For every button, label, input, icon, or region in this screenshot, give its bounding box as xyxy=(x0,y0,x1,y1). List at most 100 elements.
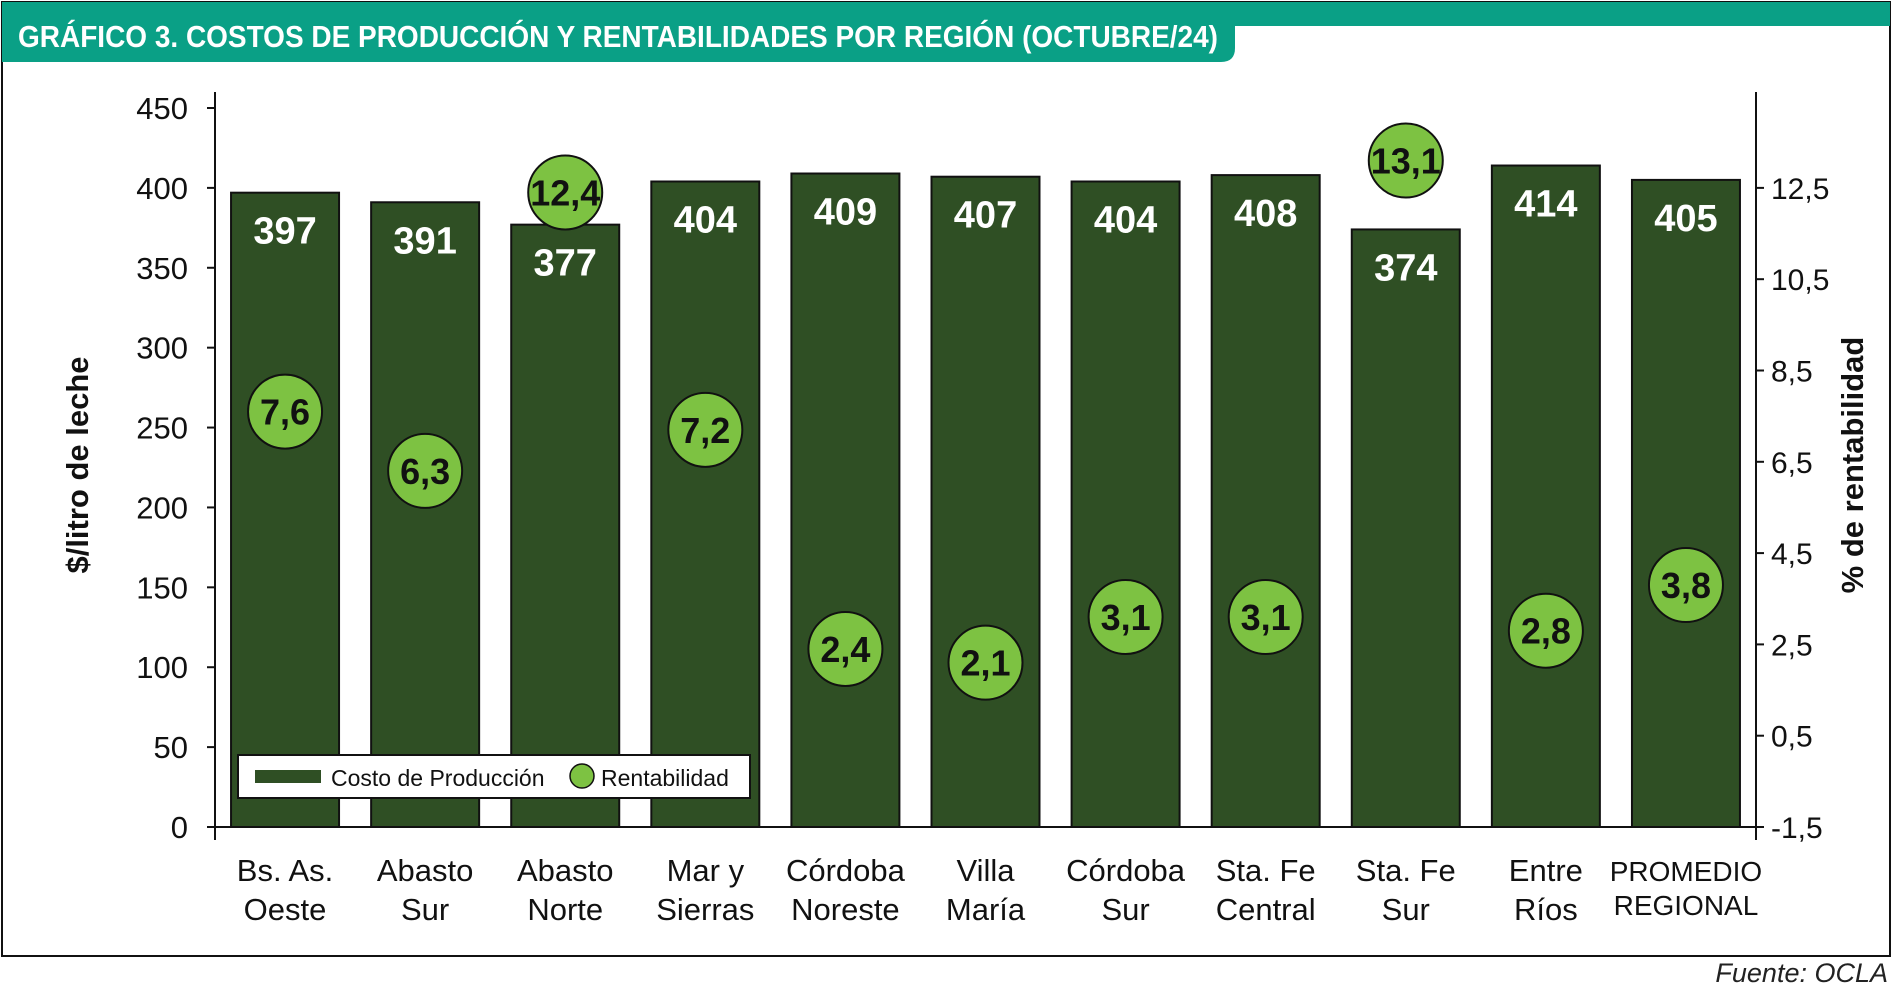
rentabilidad-bubble xyxy=(1227,579,1304,656)
rentabilidad-bubble xyxy=(947,624,1024,701)
left-tick-label: 150 xyxy=(136,570,188,605)
category-label-line1: Abasto xyxy=(517,853,614,888)
category-label-line2: Sierras xyxy=(656,892,754,927)
rentabilidad-label: 3,1 xyxy=(1241,597,1291,638)
cost-bar xyxy=(1350,228,1461,829)
category-label-line2: Sur xyxy=(1101,892,1149,927)
category-label-line1: Córdoba xyxy=(786,853,906,888)
cost-bar xyxy=(510,223,621,829)
y2-axis-title: % de rentabilidad xyxy=(1835,337,1870,594)
header-title-banner xyxy=(2,2,1235,62)
category-label-line2: Noreste xyxy=(791,892,900,927)
rentabilidad-bubble xyxy=(387,432,464,509)
left-tick-label: 50 xyxy=(154,730,188,765)
rentabilidad-label: 2,8 xyxy=(1521,611,1571,652)
axes: 0 50 100 150 200 250 300 350 400 450 -1,5 0,5 2,5 4,5… xyxy=(60,91,1870,927)
category-label-line1: Mar y xyxy=(667,853,745,888)
right-tick-label: -1,5 xyxy=(1771,812,1823,845)
legend-label-rentabilidad: Rentabilidad xyxy=(601,765,729,791)
category-label-line1: Bs. As. xyxy=(237,853,333,888)
rentabilidad-label: 12,4 xyxy=(530,172,600,213)
rentabilidad-label: 3,8 xyxy=(1661,565,1711,606)
rentabilidad-bubble xyxy=(1087,579,1164,656)
category-label-line2: Central xyxy=(1216,892,1316,927)
rentabilidad-label: 7,6 xyxy=(260,392,310,433)
cost-bar xyxy=(1070,180,1181,828)
legend: Costo de Producción Rentabilidad xyxy=(237,754,751,799)
rentabilidad-bubble xyxy=(1367,122,1444,199)
right-tick-label: 8,5 xyxy=(1771,355,1813,388)
right-tick-label: 10,5 xyxy=(1771,264,1829,297)
legend-label-cost: Costo de Producción xyxy=(331,765,545,791)
cost-bar xyxy=(230,191,341,828)
legend-box xyxy=(237,754,751,799)
left-tick-label: 200 xyxy=(136,490,188,525)
left-tick-label: 100 xyxy=(136,650,188,685)
chart-title: GRÁFICO 3. COSTOS DE PRODUCCIÓN Y RENTAB… xyxy=(18,18,1218,54)
right-tick-label: 4,5 xyxy=(1771,538,1813,571)
cost-bar xyxy=(650,180,761,828)
category-label-line2: María xyxy=(946,892,1026,927)
y-axis-title: $/litro de leche xyxy=(60,356,95,573)
rentabilidad-label: 3,1 xyxy=(1101,597,1151,638)
bubbles: 7,6 6,3 12,4 7,2 2,4 2,1 3,1 3,1 13,1 2,8 3,8 xyxy=(247,122,1724,701)
category-label-line1: Sta. Fe xyxy=(1356,853,1456,888)
rentabilidad-bubble xyxy=(527,154,604,231)
rentabilidad-bubble xyxy=(807,610,884,687)
category-label-line1: Córdoba xyxy=(1066,853,1186,888)
cost-bar-label: 407 xyxy=(954,195,1017,237)
cost-bar-label: 404 xyxy=(1094,199,1157,241)
cost-bar xyxy=(790,172,901,828)
cost-bar-label: 405 xyxy=(1654,198,1717,240)
rentabilidad-label: 7,2 xyxy=(680,410,730,451)
legend-swatch-cost xyxy=(255,770,321,783)
category-label-line2: Norte xyxy=(527,892,603,927)
left-tick-label: 450 xyxy=(136,91,188,126)
rentabilidad-label: 2,4 xyxy=(820,629,870,670)
category-label-line2: Sur xyxy=(401,892,449,927)
category-label-line2: REGIONAL xyxy=(1614,890,1759,921)
category-label-line2: Oeste xyxy=(244,892,327,927)
category-label-line1: Sta. Fe xyxy=(1216,853,1316,888)
right-tick-label: 2,5 xyxy=(1771,629,1813,662)
legend-swatch-rentabilidad xyxy=(569,763,595,789)
left-tick-label: 0 xyxy=(171,810,188,845)
rentabilidad-bubble xyxy=(1507,592,1584,669)
cost-bar-label: 414 xyxy=(1514,184,1577,226)
rentabilidad-bubble xyxy=(667,391,744,468)
category-label-line1: PROMEDIO xyxy=(1610,856,1762,887)
rentabilidad-bubble xyxy=(1647,547,1724,624)
source-note: Fuente: OCLA xyxy=(1715,958,1888,988)
rentabilidad-label: 13,1 xyxy=(1371,140,1441,181)
cost-bar-label: 397 xyxy=(253,211,316,253)
category-label-line2: Ríos xyxy=(1514,892,1578,927)
cost-bar xyxy=(1630,178,1741,828)
cost-bar-label: 391 xyxy=(393,220,456,262)
cost-bar-label: 404 xyxy=(674,199,737,241)
cost-bar xyxy=(1210,174,1321,828)
cost-bar xyxy=(930,175,1041,828)
category-label-line1: Abasto xyxy=(377,853,474,888)
cost-bar-label: 377 xyxy=(534,243,597,285)
right-tick-label: 6,5 xyxy=(1771,447,1813,480)
category-label-line1: Entre xyxy=(1509,853,1583,888)
cost-bar-label: 408 xyxy=(1234,193,1297,235)
cost-bar xyxy=(1490,164,1601,828)
category-label-line2: Sur xyxy=(1382,892,1430,927)
right-tick-label: 12,5 xyxy=(1771,173,1829,206)
left-tick-label: 400 xyxy=(136,171,188,206)
right-tick-label: 0,5 xyxy=(1771,721,1813,754)
rentabilidad-label: 6,3 xyxy=(400,451,450,492)
cost-bar-label: 409 xyxy=(814,192,877,234)
bars: 397 391 377 404 409 407 404 408 374 414 405 xyxy=(230,164,1741,829)
left-tick-label: 350 xyxy=(136,251,188,286)
rentabilidad-label: 2,1 xyxy=(960,643,1010,684)
category-label-line1: Villa xyxy=(956,853,1015,888)
left-tick-label: 250 xyxy=(136,411,188,446)
cost-bar-label: 374 xyxy=(1374,247,1437,289)
rentabilidad-bubble xyxy=(247,373,324,450)
cost-bar xyxy=(370,201,481,829)
